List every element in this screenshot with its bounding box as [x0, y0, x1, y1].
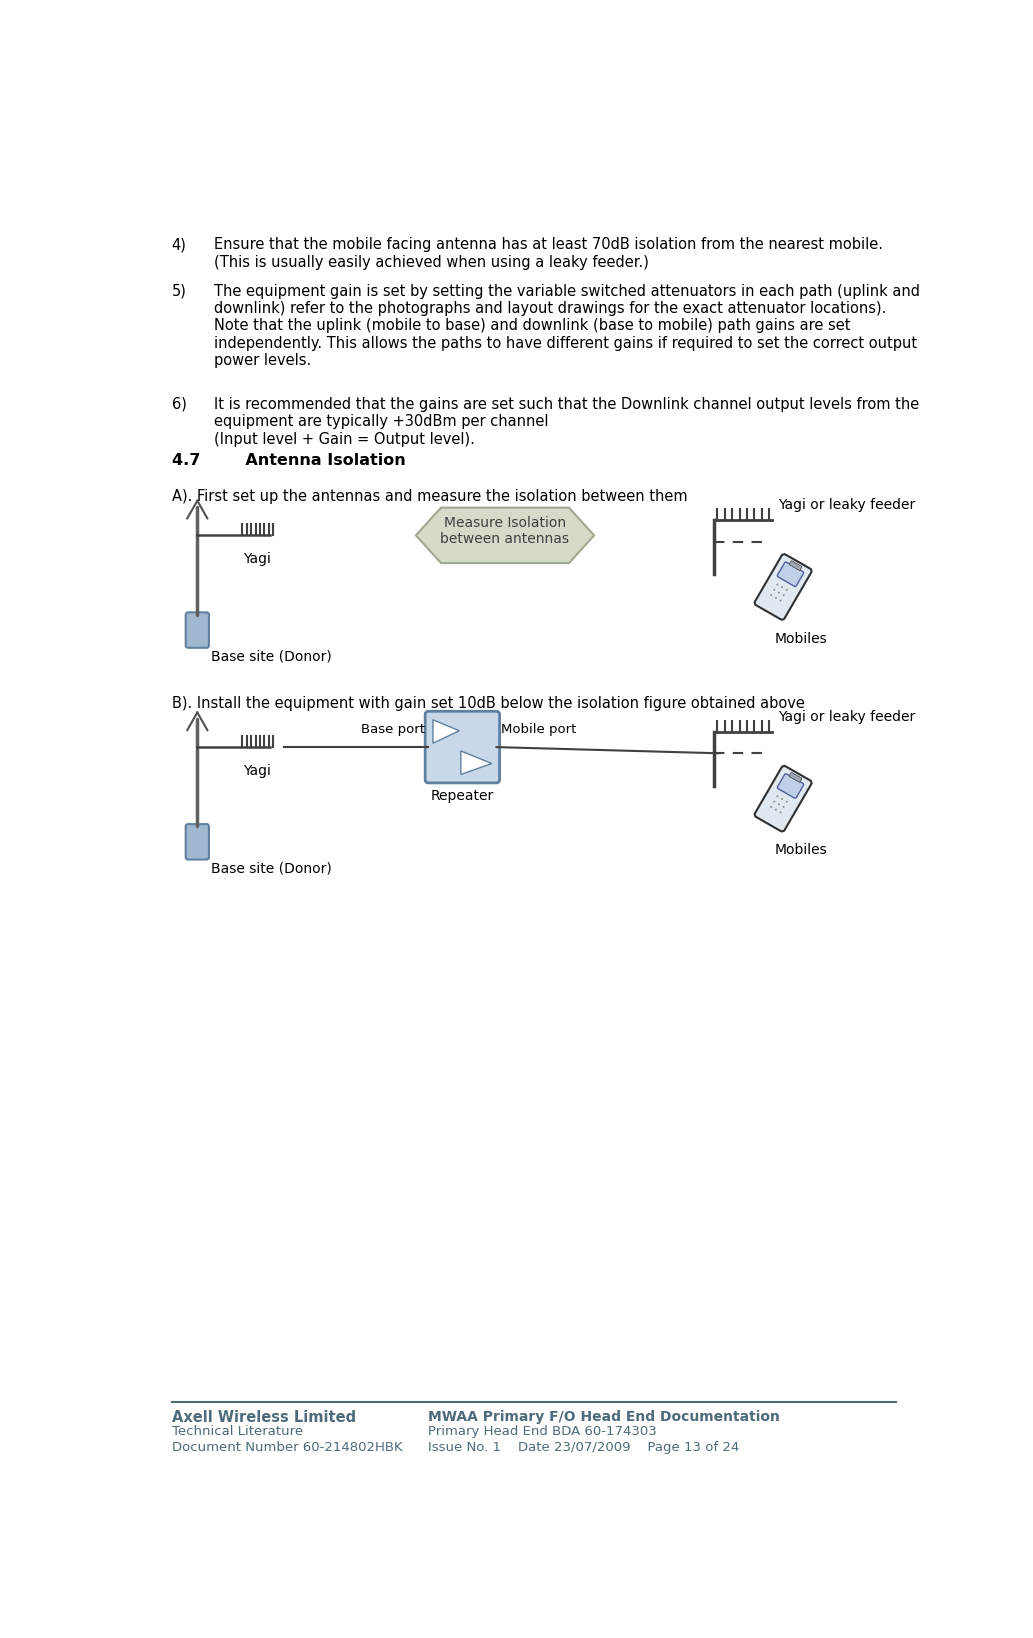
Text: Mobiles: Mobiles	[775, 632, 827, 645]
Text: Yagi: Yagi	[243, 552, 271, 567]
Text: A). First set up the antennas and measure the isolation between them: A). First set up the antennas and measur…	[171, 490, 687, 505]
Text: Yagi: Yagi	[243, 763, 271, 778]
FancyBboxPatch shape	[789, 560, 802, 570]
Circle shape	[780, 600, 782, 601]
Circle shape	[774, 588, 776, 591]
Polygon shape	[416, 508, 594, 563]
Text: Yagi or leaky feeder: Yagi or leaky feeder	[778, 709, 915, 724]
Circle shape	[783, 806, 785, 808]
FancyBboxPatch shape	[789, 773, 802, 783]
Circle shape	[774, 801, 776, 803]
Circle shape	[781, 586, 783, 588]
Text: Base site (Donor): Base site (Donor)	[212, 862, 332, 875]
Text: 6): 6)	[171, 396, 187, 411]
Polygon shape	[461, 750, 492, 775]
Circle shape	[775, 596, 777, 600]
Text: Mobiles: Mobiles	[775, 844, 827, 857]
Text: Issue No. 1    Date 23/07/2009    Page 13 of 24: Issue No. 1 Date 23/07/2009 Page 13 of 2…	[428, 1441, 739, 1455]
FancyBboxPatch shape	[755, 767, 812, 832]
Text: The equipment gain is set by setting the variable switched attenuators in each p: The equipment gain is set by setting the…	[215, 283, 920, 369]
Circle shape	[778, 803, 780, 806]
Circle shape	[771, 806, 773, 808]
Text: B). Install the equipment with gain set 10dB below the isolation figure obtained: B). Install the equipment with gain set …	[171, 696, 805, 711]
Circle shape	[786, 590, 788, 591]
Text: Repeater: Repeater	[431, 790, 494, 803]
Polygon shape	[433, 719, 460, 744]
Circle shape	[771, 595, 773, 596]
Text: MWAA Primary F/O Head End Documentation: MWAA Primary F/O Head End Documentation	[428, 1410, 779, 1423]
FancyBboxPatch shape	[777, 773, 804, 798]
Text: 5): 5)	[171, 283, 187, 298]
Text: Mobile port: Mobile port	[501, 722, 576, 735]
Text: Primary Head End BDA 60-174303: Primary Head End BDA 60-174303	[428, 1425, 656, 1438]
FancyBboxPatch shape	[186, 824, 209, 860]
Text: It is recommended that the gains are set such that the Downlink channel output l: It is recommended that the gains are set…	[215, 396, 919, 447]
Circle shape	[777, 796, 779, 798]
Text: 4.7        Antenna Isolation: 4.7 Antenna Isolation	[171, 454, 406, 468]
Circle shape	[775, 809, 777, 811]
FancyBboxPatch shape	[755, 554, 812, 619]
Circle shape	[786, 801, 788, 803]
Text: Yagi or leaky feeder: Yagi or leaky feeder	[778, 498, 915, 513]
Text: Technical Literature: Technical Literature	[171, 1425, 303, 1438]
FancyBboxPatch shape	[777, 562, 804, 586]
Text: Base port: Base port	[362, 722, 426, 735]
Circle shape	[783, 595, 785, 596]
Text: Ensure that the mobile facing antenna has at least 70dB isolation from the neare: Ensure that the mobile facing antenna ha…	[215, 238, 883, 270]
Text: Document Number 60-214802HBK: Document Number 60-214802HBK	[171, 1441, 403, 1455]
Text: Base site (Donor): Base site (Donor)	[212, 649, 332, 663]
Circle shape	[777, 583, 779, 585]
Text: 4): 4)	[171, 238, 187, 252]
FancyBboxPatch shape	[426, 711, 500, 783]
FancyBboxPatch shape	[186, 613, 209, 647]
Text: Axell Wireless Limited: Axell Wireless Limited	[171, 1410, 356, 1425]
Circle shape	[778, 591, 780, 593]
Circle shape	[781, 798, 783, 799]
Text: Measure Isolation
between antennas: Measure Isolation between antennas	[440, 516, 569, 545]
Circle shape	[780, 811, 782, 814]
